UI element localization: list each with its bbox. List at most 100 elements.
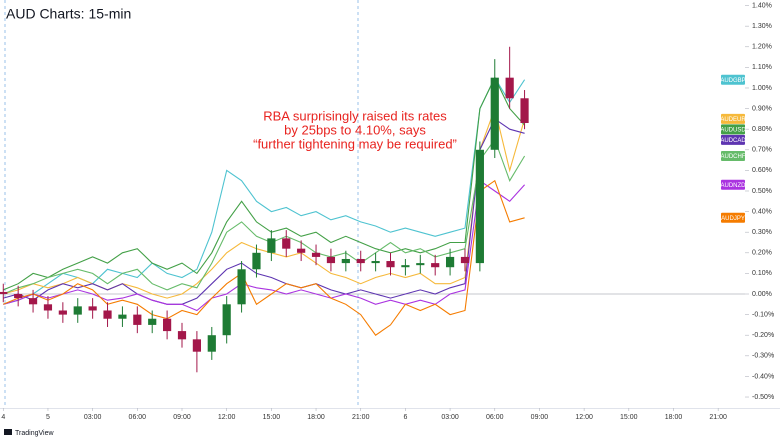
y-tick-label: 0.90% <box>752 105 772 112</box>
y-tick-label: -0.40% <box>752 373 774 380</box>
annotation: by 25bps to 4.10%, says <box>284 122 426 137</box>
legend-label: AUDCHF <box>721 154 746 160</box>
x-tick-label: 6 <box>403 414 407 421</box>
legend-swatch <box>721 113 745 124</box>
series-line <box>3 179 526 312</box>
candle-body <box>416 263 425 266</box>
y-tick-label: 0.70% <box>752 147 772 154</box>
chart-title: AUD Charts: 15-min <box>6 6 131 22</box>
series-line <box>3 118 525 305</box>
candle-body <box>118 314 127 319</box>
y-tick-label: -0.30% <box>752 353 774 360</box>
candle-body <box>505 77 514 99</box>
legend-swatch <box>721 179 745 190</box>
candle-body <box>0 291 8 295</box>
series-line <box>3 138 526 295</box>
candle-body <box>148 318 157 325</box>
legend-label: AUDJPY <box>721 216 745 222</box>
x-tick-label: 06:00 <box>486 414 504 421</box>
series-line <box>3 106 526 299</box>
candle-body <box>103 310 112 319</box>
x-tick-label: 12:00 <box>575 414 593 421</box>
y-tick-label: 0.40% <box>752 208 772 215</box>
y-tick-label: 1.30% <box>752 23 772 30</box>
candle-body <box>520 98 529 123</box>
y-tick-label: 0.30% <box>752 229 772 236</box>
x-tick-label: 21:00 <box>352 414 370 421</box>
candle-body <box>177 331 187 340</box>
y-tick-label: -0.10% <box>752 311 774 318</box>
x-tick-label: 5 <box>46 414 50 421</box>
annotation: “further tightening may be required” <box>253 136 457 151</box>
y-tick-label: 1.10% <box>752 64 772 71</box>
x-tick-label: 21:00 <box>709 414 727 421</box>
candle-body <box>282 238 291 249</box>
legend-label: AUDNZD <box>721 183 747 189</box>
candle-body <box>371 261 380 264</box>
candle-body <box>237 269 246 305</box>
y-tick-label: 0.60% <box>752 167 772 174</box>
x-tick-label: 18:00 <box>665 414 683 421</box>
x-tick-label: 09:00 <box>173 414 191 421</box>
legend-label: AUDGBP <box>720 78 745 84</box>
y-tick-label: 1.40% <box>752 2 772 9</box>
legend-swatch <box>721 124 745 135</box>
x-tick-label: 12:00 <box>218 414 236 421</box>
candle-body <box>267 238 276 253</box>
candle-body <box>28 298 38 305</box>
x-tick-label: 03:00 <box>441 414 459 421</box>
y-tick-label: 0.20% <box>752 250 772 257</box>
legend-swatch <box>721 150 745 161</box>
candle-body <box>222 304 231 336</box>
legend-swatch <box>721 74 745 85</box>
legend-label: AUDCAD <box>720 138 746 144</box>
candle-body <box>311 252 321 257</box>
legend-swatch <box>721 134 745 145</box>
candle-body <box>73 306 82 315</box>
y-tick-label: 0.10% <box>752 270 772 277</box>
candle-body <box>43 304 53 311</box>
logo-icon <box>4 429 12 435</box>
y-tick-label: 1.00% <box>752 85 772 92</box>
candle-body <box>297 248 306 253</box>
series-line <box>3 76 526 291</box>
candle-body <box>207 335 216 352</box>
source: TradingView <box>15 430 54 437</box>
x-tick-label: 09:00 <box>531 414 549 421</box>
legend-label: AUDUSD <box>720 127 746 133</box>
candle-body <box>88 306 97 311</box>
candle-body <box>341 258 350 264</box>
y-tick-label: -0.50% <box>752 394 774 401</box>
candle-body <box>58 310 67 315</box>
candle-body <box>163 318 172 332</box>
candle-body <box>14 294 23 299</box>
candle-body <box>445 256 455 268</box>
x-tick-label: 18:00 <box>307 414 325 421</box>
candle-body <box>356 258 365 264</box>
candle-body <box>490 77 499 150</box>
y-tick-label: -0.20% <box>752 332 774 339</box>
candle-body <box>431 263 440 268</box>
y-tick-label: 0.00% <box>752 291 772 298</box>
candle-body <box>252 252 261 270</box>
x-tick-label: 4 <box>1 414 5 421</box>
series-line <box>3 179 525 336</box>
candle-body <box>460 256 470 264</box>
x-tick-label: 15:00 <box>263 414 281 421</box>
candle-body <box>326 256 336 264</box>
annotation: RBA surprisingly raised its rates <box>263 108 447 123</box>
candle-body <box>133 314 142 325</box>
candle-body <box>475 149 484 264</box>
y-tick-label: 0.50% <box>752 188 772 195</box>
candle-body <box>386 261 395 268</box>
y-tick-label: 0.80% <box>752 126 772 133</box>
x-tick-label: 03:00 <box>84 414 102 421</box>
x-tick-label: 06:00 <box>129 414 147 421</box>
candle-body <box>401 265 410 268</box>
y-tick-label: 1.20% <box>752 44 772 51</box>
legend-label: AUDEUR <box>720 117 746 123</box>
legend-swatch <box>721 212 745 223</box>
candle-body <box>192 339 201 352</box>
